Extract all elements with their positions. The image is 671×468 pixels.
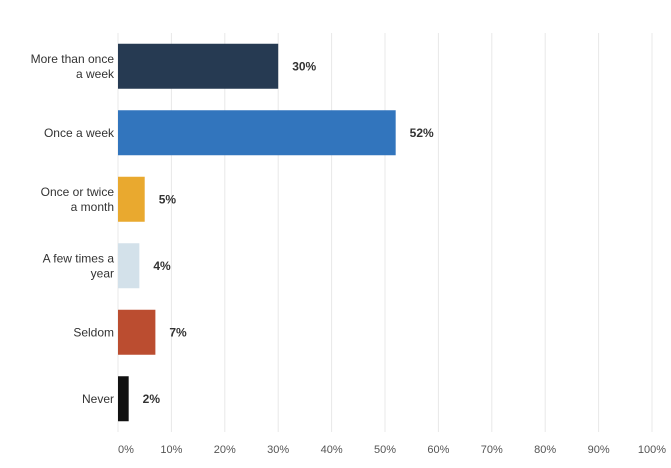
x-tick-label: 100% <box>638 444 666 456</box>
value-label: 2% <box>143 392 161 406</box>
x-tick-label: 40% <box>321 444 343 456</box>
x-axis-tick-labels: 0% 10% 20% 30% 40% 50% 60% 70% 80% 90% 100% <box>118 444 666 456</box>
x-tick-label: 0% <box>118 444 134 456</box>
bar <box>118 43 279 89</box>
value-label: 30% <box>292 59 316 73</box>
category-label: Once a week <box>44 126 115 140</box>
value-label: 4% <box>153 259 171 273</box>
category-label: A few times a year <box>43 251 115 280</box>
value-labels: 30% 52% 5% 4% 7% 2% <box>143 59 434 406</box>
category-label: Never <box>82 392 114 406</box>
value-label: 52% <box>410 126 434 140</box>
x-tick-label: 50% <box>374 444 396 456</box>
bar <box>118 176 145 222</box>
x-tick-label: 10% <box>160 444 182 456</box>
bar <box>118 243 140 289</box>
x-tick-label: 30% <box>267 444 289 456</box>
bar <box>118 309 156 355</box>
bars <box>118 43 396 422</box>
category-label: Once or twice a month <box>41 185 115 214</box>
bar <box>118 376 129 422</box>
value-label: 5% <box>159 192 177 206</box>
x-tick-label: 90% <box>588 444 610 456</box>
bar <box>118 110 396 156</box>
x-tick-label: 60% <box>427 444 449 456</box>
value-label: 7% <box>169 325 187 339</box>
category-label: More than once a week <box>31 52 115 81</box>
category-label: Seldom <box>73 325 114 339</box>
x-tick-label: 70% <box>481 444 503 456</box>
x-tick-label: 20% <box>214 444 236 456</box>
grid-lines <box>117 33 653 432</box>
category-labels: More than once a week Once a week Once or t… <box>31 52 115 406</box>
x-tick-label: 80% <box>534 444 556 456</box>
